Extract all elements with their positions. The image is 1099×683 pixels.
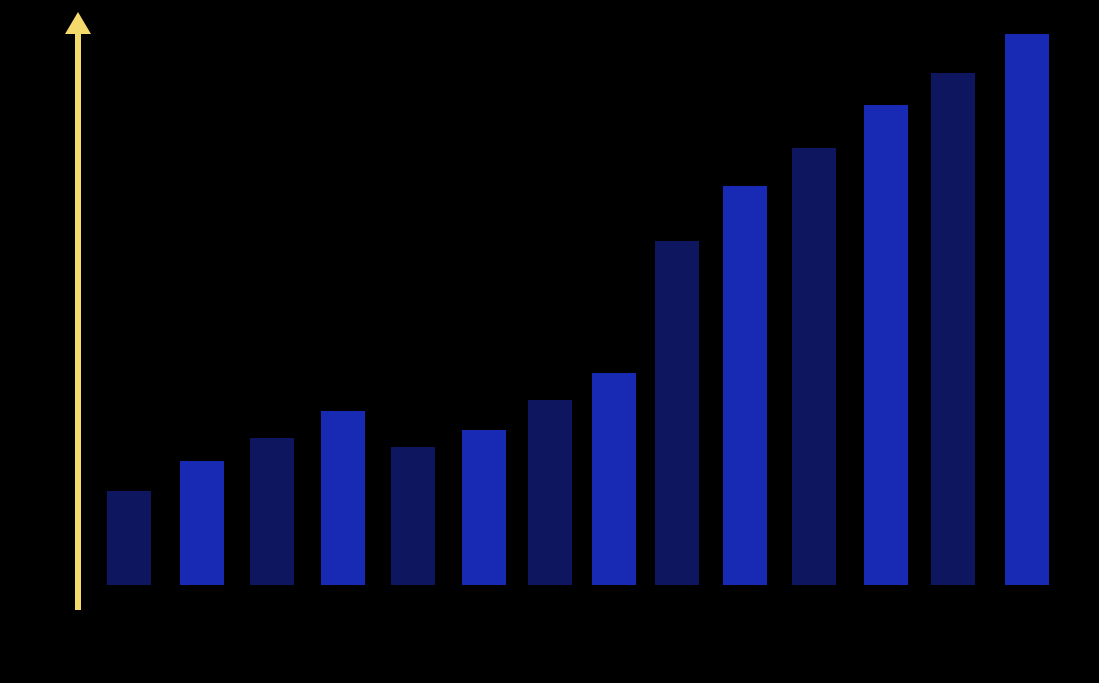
y-axis-arrowhead bbox=[65, 12, 91, 34]
bar-8 bbox=[592, 373, 636, 585]
bar-1 bbox=[107, 491, 151, 585]
bar-6 bbox=[462, 430, 506, 585]
bar-14 bbox=[1005, 34, 1049, 585]
bar-7 bbox=[528, 400, 572, 585]
y-axis-arrow bbox=[0, 0, 100, 683]
bar-4 bbox=[321, 411, 365, 585]
bar-11 bbox=[792, 148, 836, 585]
bar-12 bbox=[864, 105, 908, 585]
bar-9 bbox=[655, 241, 699, 585]
bar-2 bbox=[180, 461, 224, 585]
bar-5 bbox=[391, 447, 435, 585]
y-axis-line bbox=[75, 30, 81, 610]
bar-10 bbox=[723, 186, 767, 585]
bar-13 bbox=[931, 73, 975, 585]
bar-3 bbox=[250, 438, 294, 585]
